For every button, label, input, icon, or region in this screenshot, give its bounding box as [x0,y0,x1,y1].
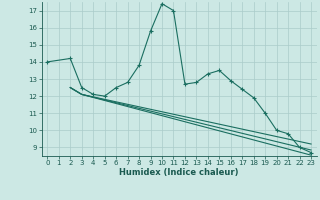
X-axis label: Humidex (Indice chaleur): Humidex (Indice chaleur) [119,168,239,177]
